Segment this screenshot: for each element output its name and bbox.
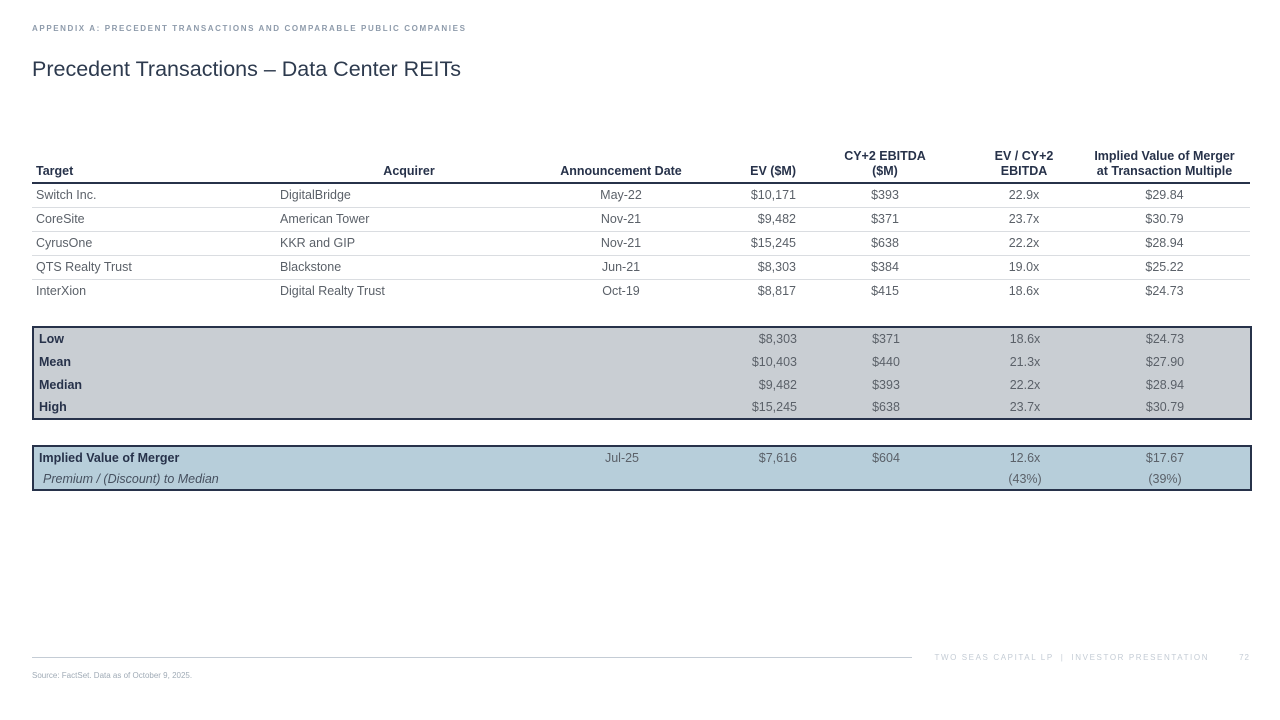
premium-discount-label: Premium / (Discount) to Median [43,471,219,486]
stat-ebitda: $440 [872,354,900,369]
stat-multiple: 23.7x [1009,400,1041,414]
column-header-announcement-date: Announcement Date [538,146,704,184]
cell-date: Nov-21 [538,231,704,256]
cell-target: InterXion [36,284,87,299]
column-header-cy2-ebitda: CY+2 EBITDA ($M) [801,146,969,184]
stat-label: High [39,400,67,414]
cell-ev: $10,171 [704,183,801,208]
cell-target: QTS Realty Trust [32,255,280,280]
column-header-ev-cy2-ebitda: EV / CY+2 EBITDA [969,146,1079,184]
implied-value-box: Implied Value of Merger Jul-25 $7,616 $6… [32,445,1252,491]
column-header-target: Target [32,146,280,184]
footer-divider [32,657,913,658]
stat-label: Low [39,332,64,346]
column-header-acquirer: Acquirer [280,146,538,184]
cell-ebitda: $415 [871,284,899,299]
page-number: 72 [1239,653,1250,662]
precedent-transactions-table: Target Acquirer Announcement Date EV ($M… [32,146,1250,303]
stat-ev: $15,245 [751,400,797,414]
cell-multiple: 22.9x [969,183,1079,208]
stat-multiple: 18.6x [1009,332,1041,346]
implied-ebitda: $604 [872,450,900,465]
cell-ev: $15,245 [704,231,801,256]
summary-stats-box: Low $8,303 $371 18.6x $24.73 Mean $10,40… [32,326,1252,420]
cell-acquirer: Blackstone [280,255,538,280]
cell-multiple: 22.2x [969,231,1079,256]
table-row: QTS Realty Trust Blackstone Jun-21 $8,30… [32,255,1250,280]
cell-multiple: 19.0x [969,255,1079,280]
cell-implied: $25.22 [1079,255,1250,280]
stat-implied: $24.73 [1145,332,1185,346]
cell-implied: $24.73 [1145,284,1184,299]
cell-implied: $28.94 [1079,231,1250,256]
column-header-ev: EV ($M) [704,146,801,184]
stat-multiple: 22.2x [1009,377,1041,392]
implied-ev: $7,616 [758,450,797,465]
stat-label: Median [39,377,83,392]
footer-deck-title: INVESTOR PRESENTATION [1071,653,1210,662]
implied-value: $17.67 [1145,450,1185,465]
footer: TWO SEAS CAPITAL LP | INVESTOR PRESENTAT… [32,653,1250,662]
stat-ebitda: $638 [872,400,900,414]
premium-implied: (39%) [1148,471,1182,486]
stat-ev: $10,403 [751,354,797,369]
page-title: Precedent Transactions – Data Center REI… [32,57,462,81]
implied-date: Jul-25 [604,450,640,465]
cell-date: Oct-19 [602,284,640,299]
cell-date: May-22 [538,183,704,208]
cell-acquirer: DigitalBridge [280,183,538,208]
cell-ev: $8,303 [704,255,801,280]
implied-multiple: 12.6x [1009,450,1041,465]
footer-separator: | [1060,653,1065,662]
stat-implied: $28.94 [1145,377,1185,392]
footer-brand: TWO SEAS CAPITAL LP [934,653,1054,662]
cell-ebitda: $384 [801,255,969,280]
cell-target: CyrusOne [32,231,280,256]
cell-implied: $30.79 [1079,207,1250,232]
eyebrow: APPENDIX A: PRECEDENT TRANSACTIONS AND C… [32,24,467,33]
cell-ev: $9,482 [704,207,801,232]
stats-row-mean: Mean $10,403 $440 21.3x $27.90 [33,350,1251,373]
cell-acquirer: KKR and GIP [280,231,538,256]
stat-ev: $8,303 [758,332,797,346]
premium-multiple: (43%) [1008,471,1042,486]
table-row: InterXion Digital Realty Trust Oct-19 $8… [32,279,1250,303]
cell-ebitda: $371 [801,207,969,232]
cell-ebitda: $393 [801,183,969,208]
cell-multiple: 18.6x [1008,284,1040,299]
cell-date: Nov-21 [538,207,704,232]
stat-implied: $30.79 [1145,400,1185,414]
cell-implied: $29.84 [1079,183,1250,208]
column-header-implied-value: Implied Value of Merger at Transaction Mu… [1079,146,1250,184]
premium-discount-row: Premium / (Discount) to Median (43%) (39… [33,468,1251,490]
stat-ev: $9,482 [758,377,797,392]
cell-ev: $8,817 [757,284,796,299]
stats-row-median: Median $9,482 $393 22.2x $28.94 [33,373,1251,396]
stat-multiple: 21.3x [1009,354,1041,369]
cell-ebitda: $638 [801,231,969,256]
table-row: Switch Inc. DigitalBridge May-22 $10,171… [32,183,1250,208]
cell-acquirer: Digital Realty Trust [280,284,385,299]
stat-label: Mean [39,354,71,369]
stat-ebitda: $393 [872,377,900,392]
stats-row-high: High $15,245 $638 23.7x $30.79 [33,396,1251,419]
cell-date: Jun-21 [538,255,704,280]
table-header-row: Target Acquirer Announcement Date EV ($M… [32,146,1250,184]
implied-value-row: Implied Value of Merger Jul-25 $7,616 $6… [33,446,1251,468]
source-note: Source: FactSet. Data as of October 9, 2… [32,671,193,680]
stat-implied: $27.90 [1145,354,1185,369]
table-row: CoreSite American Tower Nov-21 $9,482 $3… [32,207,1250,232]
stats-row-low: Low $8,303 $371 18.6x $24.73 [33,327,1251,350]
table-row: CyrusOne KKR and GIP Nov-21 $15,245 $638… [32,231,1250,256]
cell-acquirer: American Tower [280,207,538,232]
implied-value-label: Implied Value of Merger [39,450,180,465]
stat-ebitda: $371 [872,332,900,346]
cell-multiple: 23.7x [969,207,1079,232]
cell-target: Switch Inc. [32,183,280,208]
cell-target: CoreSite [32,207,280,232]
